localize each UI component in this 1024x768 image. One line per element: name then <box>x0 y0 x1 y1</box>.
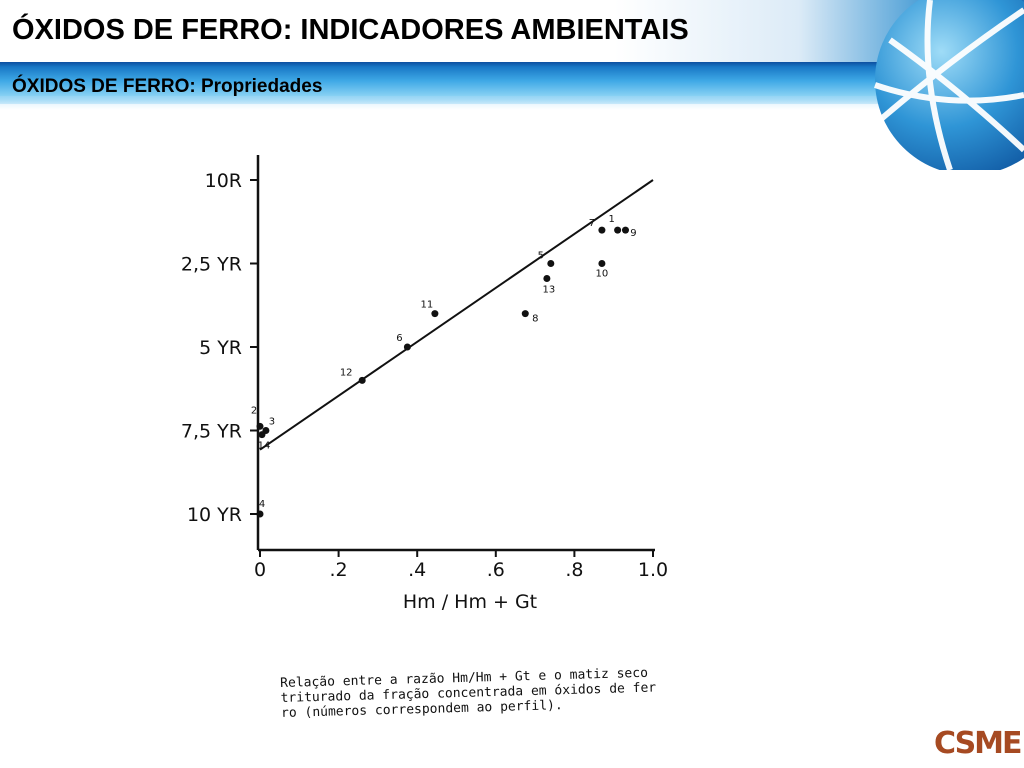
x-tick-label: .2 <box>330 559 348 581</box>
trend-line <box>259 179 654 451</box>
csme-logo: CSME <box>934 726 1023 761</box>
data-point <box>614 226 622 234</box>
point-label: 8 <box>532 314 538 325</box>
point-label: 5 <box>538 251 544 262</box>
scatter-chart: 10R 2,5 YR 5 YR 7,5 YR 10 YR 0 .2 .4 .6 .8 1.0 1 9… <box>181 155 668 613</box>
x-tick-label: .4 <box>408 559 426 581</box>
data-point <box>358 376 366 384</box>
title-bar <box>0 0 1024 62</box>
point-label: 11 <box>421 300 434 311</box>
data-point <box>598 226 606 234</box>
point-label: 14 <box>258 441 271 452</box>
point-label: 6 <box>396 333 402 344</box>
data-point <box>431 310 439 318</box>
point-label: 4 <box>259 499 265 510</box>
figure-caption: Relação entre a razão Hm/Hm + Gt e o mat… <box>280 662 781 721</box>
y-tick-label: 10 YR <box>187 504 242 526</box>
x-tick-label: .8 <box>565 559 583 581</box>
x-tick-label: 0 <box>254 559 266 581</box>
data-point <box>521 310 529 318</box>
point-label: 7 <box>589 218 595 229</box>
point-label: 12 <box>340 367 353 378</box>
point-label: 3 <box>269 417 275 428</box>
header-band-fade <box>0 96 1024 110</box>
y-tick-label: 7,5 YR <box>181 421 242 443</box>
data-point <box>598 260 606 267</box>
y-tick-label: 2,5 YR <box>181 254 242 276</box>
point-label: 2 <box>251 405 257 416</box>
point-label: 13 <box>543 285 556 296</box>
slide-subtitle: ÓXIDOS DE FERRO: Propriedades <box>12 76 323 97</box>
x-tick-label: 1.0 <box>638 559 668 581</box>
data-point <box>256 422 264 430</box>
data-point <box>547 260 555 267</box>
data-point <box>543 275 551 283</box>
y-tick-label: 5 YR <box>199 337 242 359</box>
y-tick-label: 10R <box>205 170 242 192</box>
data-point <box>403 343 411 351</box>
x-axis-label: Hm / Hm + Gt <box>403 591 537 613</box>
point-label: 10 <box>596 269 609 280</box>
point-label: 1 <box>608 214 614 225</box>
x-tick-label: .6 <box>487 559 505 581</box>
data-point <box>258 431 266 439</box>
data-point <box>256 510 264 518</box>
globe-icon <box>874 0 1024 170</box>
slide-title: ÓXIDOS DE FERRO: INDICADORES AMBIENTAIS <box>12 14 689 46</box>
data-point <box>621 226 629 234</box>
point-label: 9 <box>630 228 636 239</box>
